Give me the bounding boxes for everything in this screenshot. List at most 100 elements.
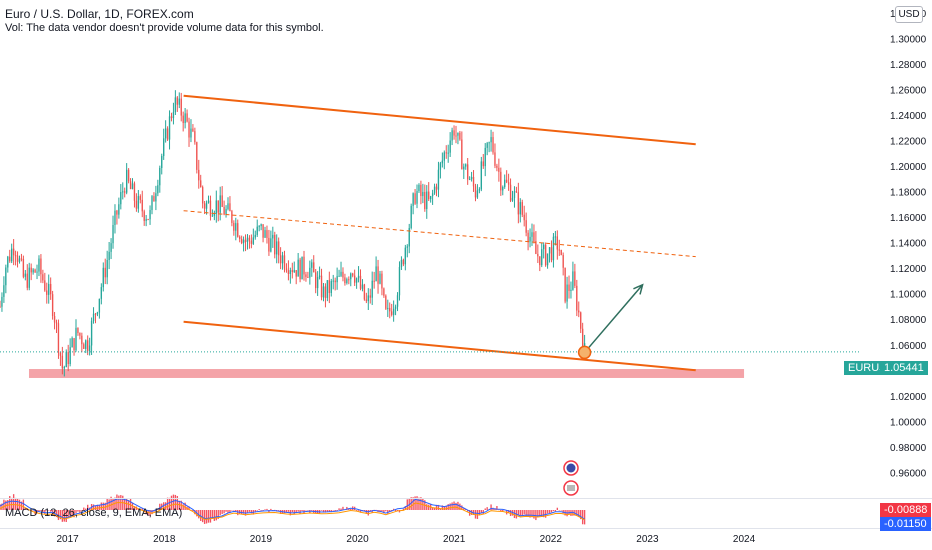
macd-bar — [38, 510, 40, 512]
candle — [170, 116, 173, 119]
candle — [14, 255, 17, 257]
macd-bar — [523, 510, 525, 515]
candle — [67, 352, 69, 364]
candle — [468, 179, 471, 181]
candle — [217, 200, 219, 213]
macd-bar — [61, 510, 64, 522]
candle — [239, 236, 241, 239]
macd-bar — [0, 504, 1, 510]
macd-bar — [531, 510, 533, 518]
candle — [129, 181, 132, 190]
candle — [155, 193, 157, 202]
macd-bar — [375, 509, 377, 511]
macd-bar — [16, 498, 19, 510]
macd-bar — [227, 510, 229, 513]
macd-bar — [287, 510, 290, 512]
candle — [500, 171, 502, 191]
macd-bar — [392, 508, 395, 510]
macd-bar — [535, 510, 537, 521]
y-tick-label: 0.98000 — [890, 443, 927, 454]
macd-bar — [467, 510, 469, 512]
macd-bar — [402, 508, 405, 510]
macd-bar — [32, 510, 34, 511]
candle — [470, 176, 473, 180]
macd-bar — [192, 510, 194, 512]
macd-bar — [324, 510, 327, 513]
candle — [435, 186, 438, 190]
macd-bar — [293, 510, 295, 514]
macd-bar — [201, 510, 204, 523]
macd-bar — [100, 502, 103, 510]
macd-bar — [533, 510, 535, 519]
macd-bar — [219, 510, 221, 516]
macd-label[interactable]: MACD (12, 26, close, 9, EMA, EMA) — [5, 507, 183, 519]
candle — [106, 260, 108, 278]
macd-bar — [172, 494, 175, 510]
macd-bar — [124, 498, 126, 510]
macd-bar — [184, 502, 186, 510]
macd-bar — [248, 510, 251, 512]
macd-bar — [67, 510, 69, 519]
y-tick-label: 1.00000 — [890, 417, 927, 428]
candle — [394, 306, 397, 309]
macd-bar — [12, 494, 15, 510]
candle — [313, 262, 315, 273]
macd-bar — [209, 510, 212, 523]
macd-bar — [129, 498, 132, 510]
macd-bar — [484, 508, 486, 510]
candle — [3, 285, 5, 297]
candle — [391, 311, 393, 315]
candle — [455, 135, 457, 137]
candle — [404, 247, 407, 265]
macd-bar — [18, 499, 21, 510]
candle — [79, 332, 81, 336]
candle — [502, 186, 504, 191]
macd-value-2: -0.01150 — [880, 517, 931, 531]
macd-bar — [428, 504, 430, 510]
candle — [398, 267, 401, 296]
currency-button[interactable]: USD — [895, 6, 923, 23]
macd-bar — [453, 501, 455, 510]
macd-bar — [519, 510, 521, 516]
candle — [301, 256, 303, 280]
candle — [511, 197, 514, 201]
candle — [240, 238, 243, 244]
macd-bar — [9, 496, 11, 510]
candle — [478, 189, 481, 191]
symbol-title[interactable]: Euro / U.S. Dollar, 1D, FOREX.com — [5, 7, 194, 21]
macd-bar — [490, 504, 492, 510]
candle — [244, 239, 247, 243]
macd-bar — [385, 510, 387, 512]
candle — [285, 268, 288, 271]
candle — [576, 285, 578, 311]
candle — [203, 203, 206, 209]
candle — [65, 352, 67, 368]
macd-bar — [151, 510, 153, 515]
macd-bar — [164, 502, 167, 510]
candle — [75, 327, 77, 351]
candle — [519, 202, 521, 215]
candle — [114, 210, 116, 225]
candle — [250, 240, 253, 244]
macd-value-1: -0.00888 — [880, 503, 932, 517]
macd-bar — [412, 497, 414, 510]
candle — [392, 308, 395, 315]
candle — [120, 192, 122, 205]
macd-bar — [338, 508, 340, 510]
macd-bar — [46, 510, 48, 511]
candle — [531, 232, 533, 237]
macd-bar — [580, 510, 582, 520]
candle — [350, 273, 352, 280]
candle — [558, 249, 560, 251]
macd-bar — [500, 510, 502, 511]
candle — [235, 223, 237, 231]
candle — [124, 191, 126, 193]
candle — [122, 191, 124, 193]
macd-bar — [435, 504, 438, 510]
macd-bar — [87, 504, 89, 510]
candle — [570, 289, 572, 291]
candle — [215, 200, 217, 214]
candle — [422, 191, 424, 197]
